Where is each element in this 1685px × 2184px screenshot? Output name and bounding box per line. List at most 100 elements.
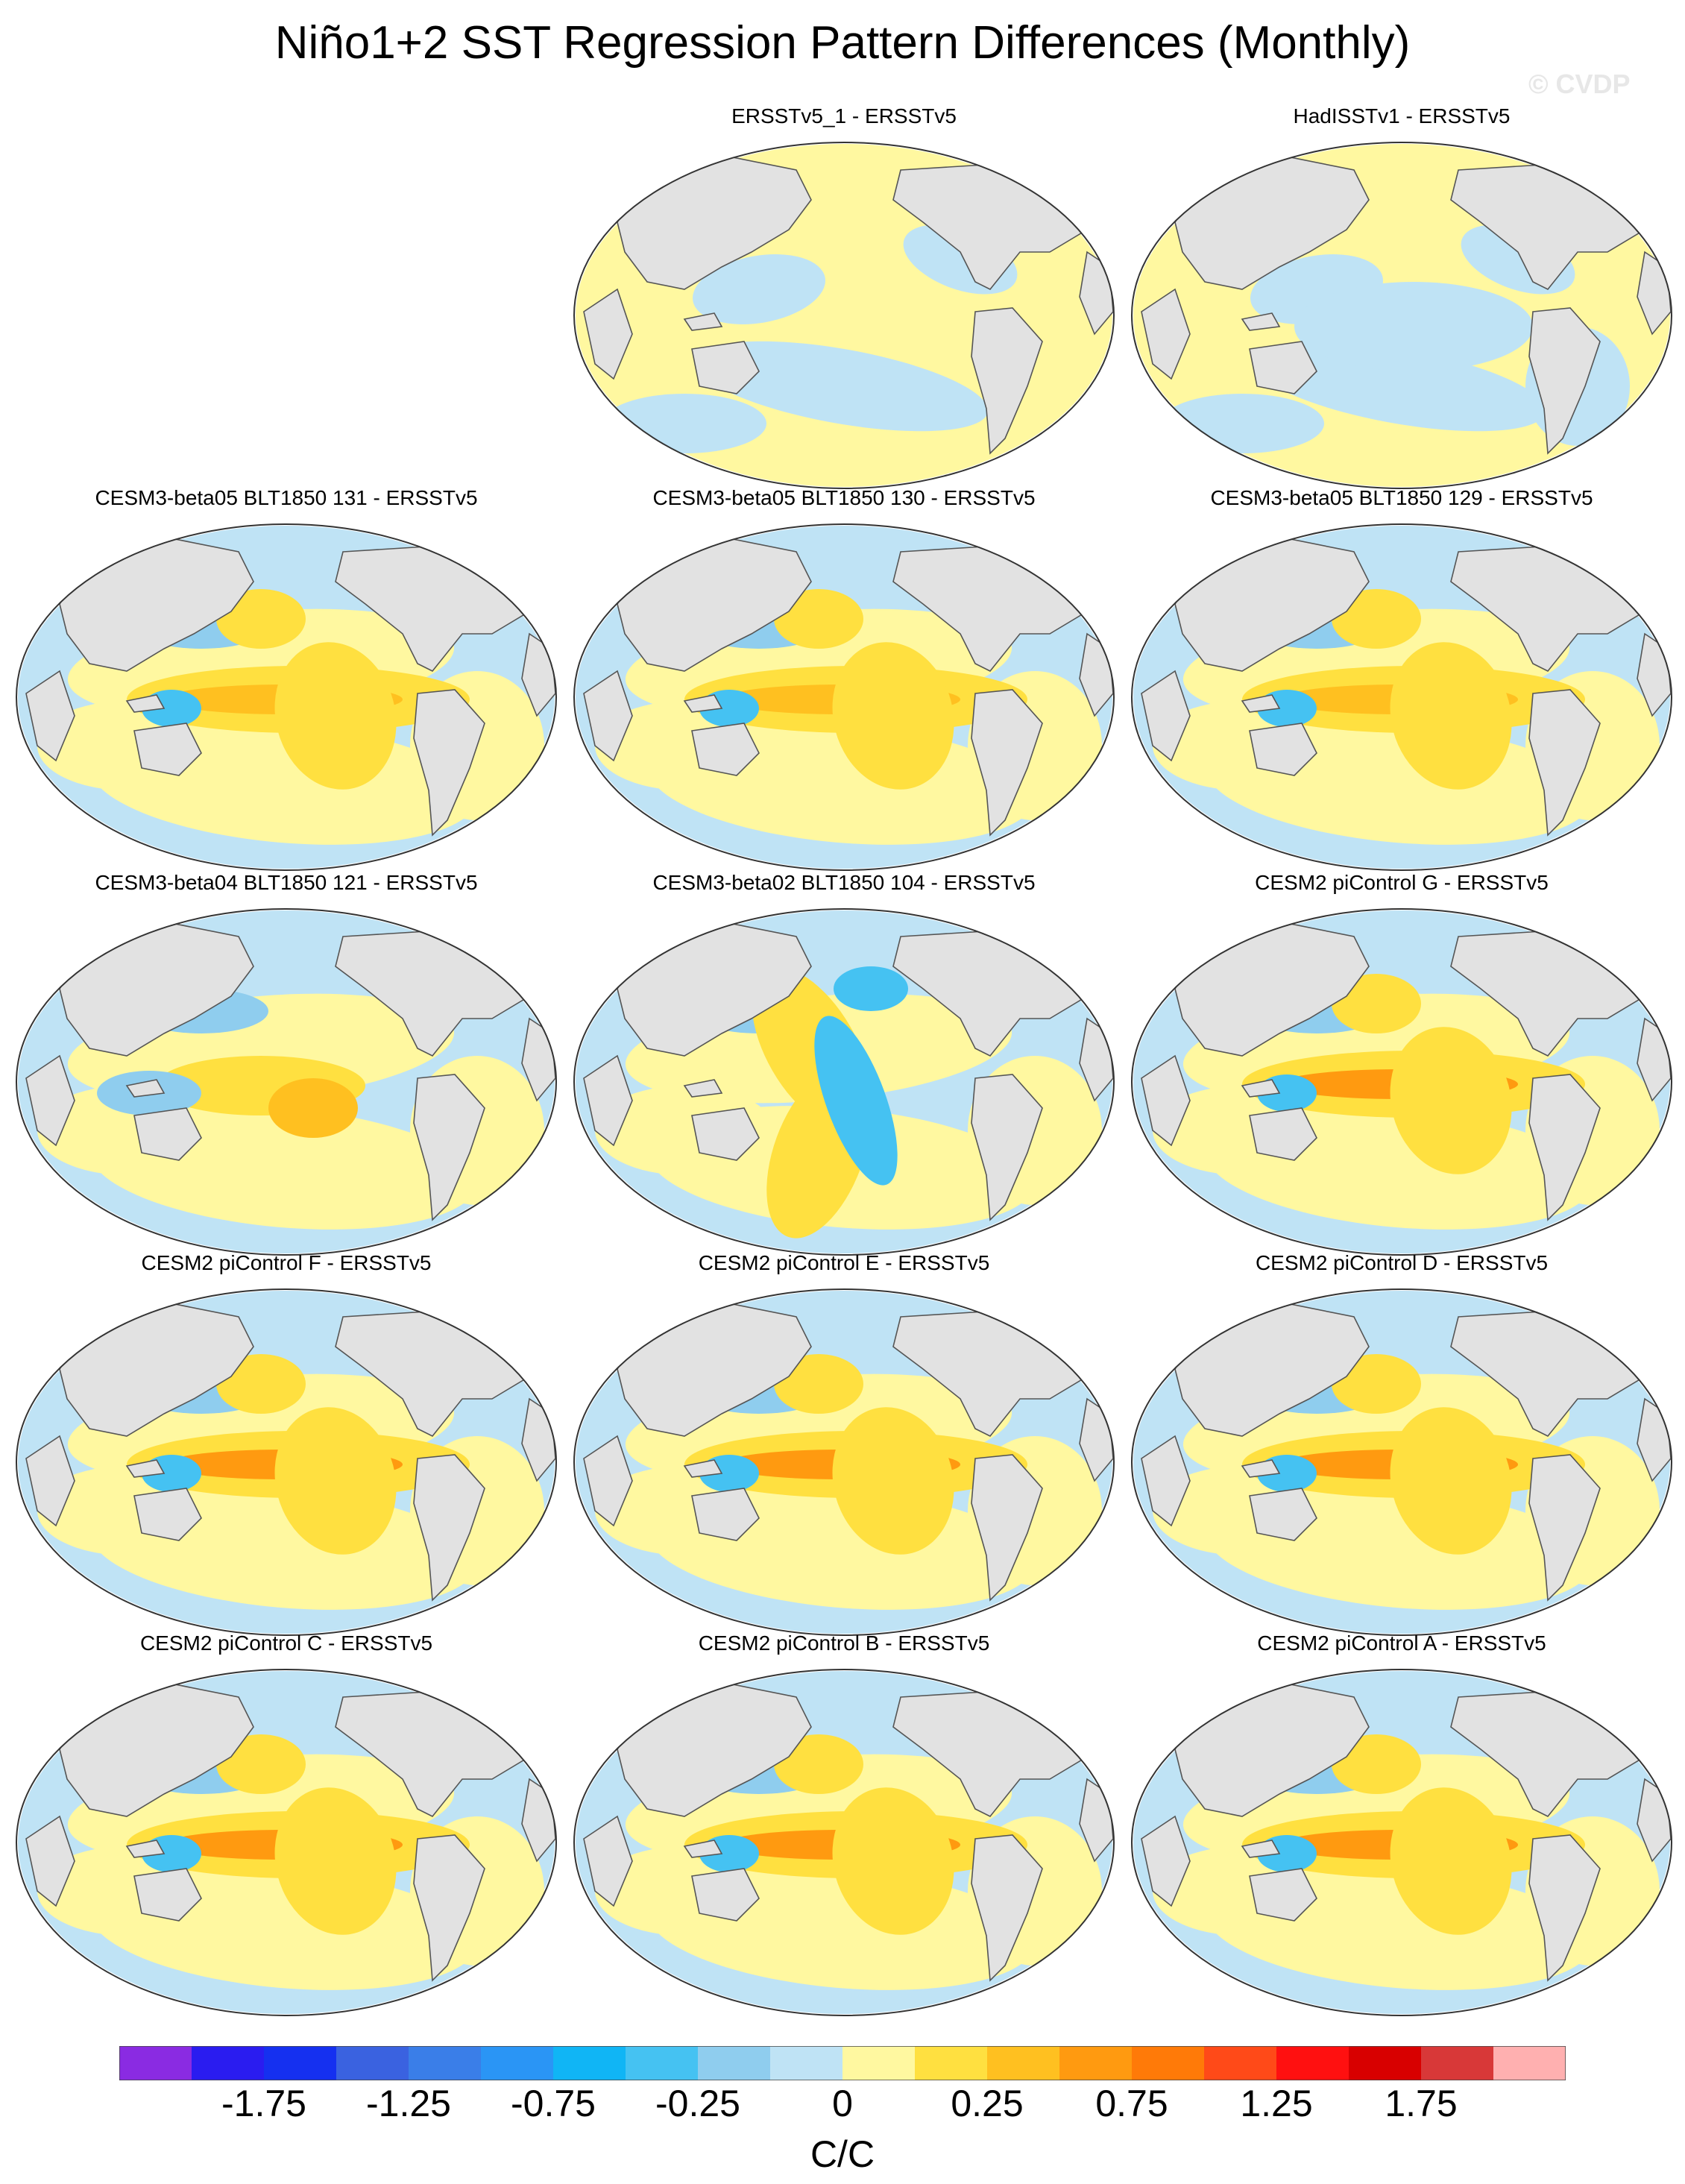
colorbar-swatch (409, 2046, 481, 2080)
colorbar-swatch (481, 2046, 553, 2080)
sst-anomaly-region (1332, 1734, 1421, 1794)
colorbar-tick-label: 0 (832, 2083, 853, 2124)
australia-land (691, 1107, 760, 1161)
colorbar-tick-label: -1.25 (366, 2083, 451, 2124)
map-panel: HadISSTv1 - ERSSTv5 (1130, 104, 1673, 500)
watermark: © CVDP (1528, 69, 1631, 99)
sst-anomaly-region (834, 966, 908, 1011)
map-border (573, 523, 1115, 871)
sst-anomaly-region (274, 1407, 397, 1555)
colorbar-tick-label: -0.25 (655, 2083, 740, 2124)
greenland-land (1584, 1681, 1654, 1720)
sst-anomaly-region (774, 1734, 863, 1794)
map-panel: CESM3-beta05 BLT1850 129 - ERSSTv5 (1130, 486, 1673, 881)
panel-title: ERSSTv5_1 - ERSSTv5 (731, 104, 957, 128)
australia-land (133, 723, 202, 776)
south-america-land (971, 1454, 1043, 1602)
colorbar (119, 2046, 1566, 2080)
sst-anomaly-region (1332, 1354, 1421, 1414)
colorbar-tick-label: -0.75 (511, 2083, 596, 2124)
sst-anomaly-region (693, 341, 989, 432)
colorbar-swatch (553, 2046, 626, 2080)
africa-land (25, 670, 75, 762)
colorbar-swatch (770, 2046, 842, 2080)
australia-land (691, 723, 760, 776)
robinson-map (16, 523, 557, 871)
map-panel: CESM2 piControl A - ERSSTv5 (1130, 1631, 1673, 2027)
robinson-map (573, 1669, 1115, 2016)
africa-land (1141, 1815, 1191, 1907)
greenland-land (1584, 536, 1654, 575)
maritime-continent-land (125, 1079, 166, 1098)
australia-land (1249, 341, 1317, 394)
map-panel: CESM2 piControl E - ERSSTv5 (573, 1251, 1115, 1646)
sst-anomaly-region (1332, 589, 1421, 649)
robinson-map (573, 523, 1115, 871)
sst-anomaly-region (774, 589, 863, 649)
map-panel: CESM3-beta05 BLT1850 131 - ERSSTv5 (15, 486, 558, 881)
sst-anomaly-region (602, 394, 766, 453)
robinson-map (1131, 1288, 1672, 1636)
maritime-continent-land (683, 694, 723, 713)
greenland-land (1584, 154, 1654, 193)
map-border (16, 523, 557, 871)
map-border (573, 1288, 1115, 1636)
colorbar-swatch (336, 2046, 409, 2080)
colorbar-swatch (1349, 2046, 1421, 2080)
colorbar-swatch (842, 2046, 915, 2080)
australia-land (133, 1488, 202, 1541)
greenland-land (1026, 536, 1096, 575)
greenland-land (1026, 921, 1096, 960)
sst-anomaly-region (1332, 974, 1421, 1033)
colorbar-swatch (264, 2046, 336, 2080)
south-america-land (1528, 1834, 1601, 1982)
map-border (1131, 908, 1672, 1256)
maritime-continent-land (683, 1840, 723, 1858)
colorbar-tick-label: 1.75 (1385, 2083, 1458, 2124)
maritime-continent-land (1241, 1459, 1281, 1478)
africa-land (583, 1054, 633, 1147)
map-border (16, 1288, 557, 1636)
robinson-map (1131, 142, 1672, 489)
panel-title: CESM2 piControl F - ERSSTv5 (141, 1251, 432, 1274)
map-panel: CESM3-beta02 BLT1850 104 - ERSSTv5 (573, 871, 1115, 1266)
panel-title: CESM3-beta05 BLT1850 131 - ERSSTv5 (95, 486, 478, 509)
africa-land (583, 1435, 633, 1527)
sst-anomaly-region (216, 589, 306, 649)
sst-anomaly-region (216, 1734, 306, 1794)
sst-anomaly-region (274, 642, 397, 790)
africa-land (583, 288, 633, 380)
maritime-continent-land (125, 1840, 166, 1858)
maritime-continent-land (125, 694, 166, 713)
south-america-land (971, 689, 1043, 837)
sst-anomaly-region (774, 1354, 863, 1414)
south-america-land (971, 1074, 1043, 1221)
africa-land (583, 1815, 633, 1907)
map-border (16, 1669, 557, 2016)
sst-anomaly-region (274, 1787, 397, 1935)
map-border (1131, 142, 1672, 489)
south-america-land (971, 1834, 1043, 1982)
panel-title: CESM2 piControl A - ERSSTv5 (1257, 1631, 1546, 1655)
south-america-land (1528, 1074, 1601, 1221)
sst-anomaly-region (1160, 394, 1324, 453)
panel-title: CESM2 piControl G - ERSSTv5 (1255, 871, 1549, 894)
africa-land (1141, 1435, 1191, 1527)
australia-land (133, 1868, 202, 1922)
map-panel: CESM2 piControl G - ERSSTv5 (1130, 871, 1673, 1266)
sst-anomaly-region (693, 254, 825, 324)
panel-title: CESM2 piControl B - ERSSTv5 (698, 1631, 990, 1655)
robinson-map (573, 1288, 1115, 1636)
greenland-land (468, 1301, 538, 1340)
sst-anomaly-region (1390, 642, 1512, 790)
australia-land (691, 1488, 760, 1541)
africa-land (25, 1054, 75, 1147)
map-panel: CESM3-beta04 BLT1850 121 - ERSSTv5 (15, 871, 558, 1266)
maritime-continent-land (1241, 694, 1281, 713)
africa-land (1141, 1054, 1191, 1147)
australia-land (1249, 1107, 1317, 1161)
map-border (573, 1669, 1115, 2016)
figure-title: Niño1+2 SST Regression Pattern Differenc… (274, 17, 1411, 69)
maritime-continent-land (1241, 1079, 1281, 1098)
colorbar-units: C/C (810, 2133, 875, 2175)
